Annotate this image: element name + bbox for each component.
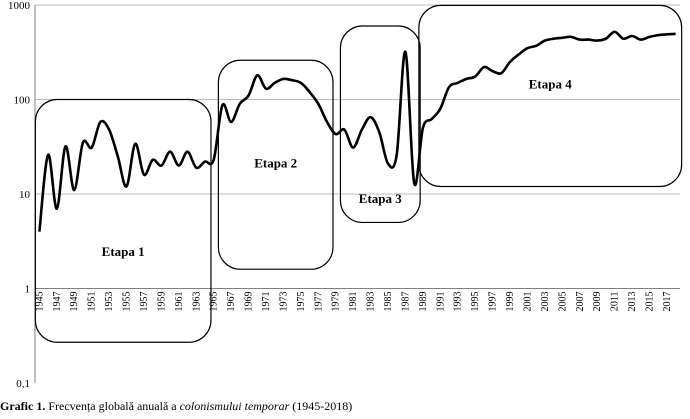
stage-label: Etapa 1 xyxy=(102,244,145,259)
x-tick-label: 1989 xyxy=(418,292,429,312)
x-tick-label: 1949 xyxy=(69,292,80,312)
caption-text-italic: colonismului temporar xyxy=(179,399,290,413)
series xyxy=(38,30,676,232)
x-tick-label: 1981 xyxy=(348,292,359,312)
y-tick-label: 1000 xyxy=(8,0,31,12)
stage-box xyxy=(217,59,334,270)
stage-label: Etapa 2 xyxy=(254,156,297,171)
chart: 0,1 1 10 100 1000 1945 1947 1949 1951 1953 1955 195… xyxy=(8,0,683,390)
x-tick-label: 1995 xyxy=(470,292,481,312)
stage-label: Etapa 3 xyxy=(359,191,402,206)
x-tick-label: 1979 xyxy=(331,292,342,312)
x-tick-label: 1945 xyxy=(34,292,45,312)
x-tick-label: 1975 xyxy=(296,292,307,312)
x-tick-label: 2009 xyxy=(592,292,603,312)
x-tick-label: 1963 xyxy=(191,292,202,312)
stage-label: Etapa 4 xyxy=(529,77,572,92)
y-tick-label: 10 xyxy=(19,189,31,201)
x-tick-label: 2017 xyxy=(662,292,673,312)
y-tick-label: 100 xyxy=(14,95,31,107)
stage-box xyxy=(418,4,683,188)
series-line xyxy=(38,30,676,232)
stage-box xyxy=(34,98,212,343)
x-tick-label: 1947 xyxy=(52,292,63,312)
x-tick-label: 2001 xyxy=(522,292,533,312)
x-tick-label: 2007 xyxy=(575,292,586,312)
chart-caption: Grafic 1. Frecvența globală anuală a col… xyxy=(0,399,352,414)
x-tick-label: 1983 xyxy=(366,292,377,312)
x-tick-label: 1977 xyxy=(313,292,324,312)
x-tick-label: 1953 xyxy=(104,292,115,312)
y-tick-label: 1 xyxy=(25,284,31,296)
x-tick-label: 1987 xyxy=(400,292,411,312)
caption-text-before: Frecvența globală anuală a xyxy=(45,399,180,413)
x-tick-label: 2011 xyxy=(610,292,621,312)
x-tick-label: 2003 xyxy=(540,292,551,312)
axes: 0,1 1 10 100 1000 1945 1947 1949 1951 1953 1955 195… xyxy=(8,0,680,390)
x-tick-label: 2013 xyxy=(627,292,638,312)
x-tick-label: 1967 xyxy=(226,292,237,312)
x-tick-label: 1969 xyxy=(244,292,255,312)
x-tick-label: 1951 xyxy=(87,292,98,312)
x-tick-label: 1971 xyxy=(261,292,272,312)
x-tick-label: 1999 xyxy=(505,292,516,312)
x-tick-label: 2015 xyxy=(644,292,655,312)
x-tick-label: 1965 xyxy=(209,292,220,312)
x-tick-label: 1957 xyxy=(139,292,150,312)
x-tick-label: 1959 xyxy=(156,292,167,312)
caption-text-after: (1945-2018) xyxy=(289,399,353,413)
stage-boxes: Etapa 1 Etapa 2 Etapa 3 Etapa 4 xyxy=(34,4,683,343)
stage-box xyxy=(339,25,421,224)
y-tick-label: 0,1 xyxy=(16,378,30,390)
x-tick-label: 1993 xyxy=(453,292,464,312)
x-tick-label: 1985 xyxy=(383,292,394,312)
x-tick-label: 2005 xyxy=(557,292,568,312)
x-tick-label: 1973 xyxy=(278,292,289,312)
x-tick-label: 1961 xyxy=(174,292,185,312)
x-tick-label: 1991 xyxy=(435,292,446,312)
x-tick-label: 1997 xyxy=(488,291,499,311)
caption-label: Grafic 1. xyxy=(0,399,46,413)
x-tick-label: 1955 xyxy=(122,292,133,312)
